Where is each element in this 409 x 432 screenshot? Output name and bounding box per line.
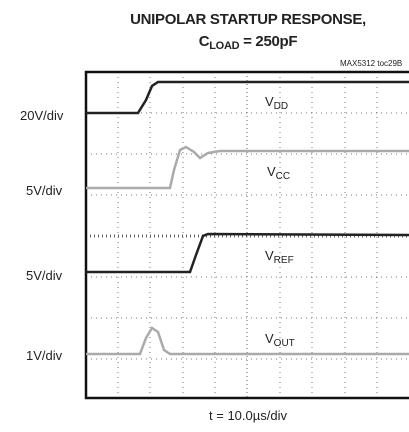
- scale-label: 5V/div: [26, 268, 63, 283]
- trace-sub: REF: [274, 255, 294, 266]
- trace-label: VDD: [265, 94, 288, 112]
- scale-label: 20V/div: [20, 108, 64, 123]
- scope-frame: [84, 70, 409, 400]
- trace-label: VREF: [265, 248, 294, 266]
- title-main: C: [199, 33, 210, 50]
- trace-main: V: [265, 331, 274, 346]
- scale-label: 1V/div: [26, 348, 63, 363]
- trace-vdd: [86, 80, 409, 115]
- scale-label: 5V/div: [26, 183, 63, 198]
- figure-id: MAX5312 toc29B: [340, 59, 402, 68]
- trace-sub: CC: [276, 171, 290, 182]
- trace-sub: DD: [274, 101, 288, 112]
- trace-main: V: [267, 164, 276, 179]
- trace-vref: [86, 232, 409, 274]
- time-scale: t = 10.0µs/div: [209, 408, 287, 423]
- trace-main: V: [265, 94, 274, 109]
- title-sub: LOAD: [209, 40, 239, 52]
- title-line2: CLOAD = 250pF: [199, 33, 298, 52]
- trace-vcc: [86, 145, 409, 190]
- trace-label: VCC: [267, 164, 290, 182]
- title-rest: = 250pF: [239, 33, 297, 50]
- title-line1: UNIPOLAR STARTUP RESPONSE,: [130, 11, 366, 28]
- trace-sub: OUT: [274, 338, 295, 349]
- trace-vout: [86, 326, 409, 356]
- trace-main: V: [265, 248, 274, 263]
- trace-label: VOUT: [265, 331, 295, 349]
